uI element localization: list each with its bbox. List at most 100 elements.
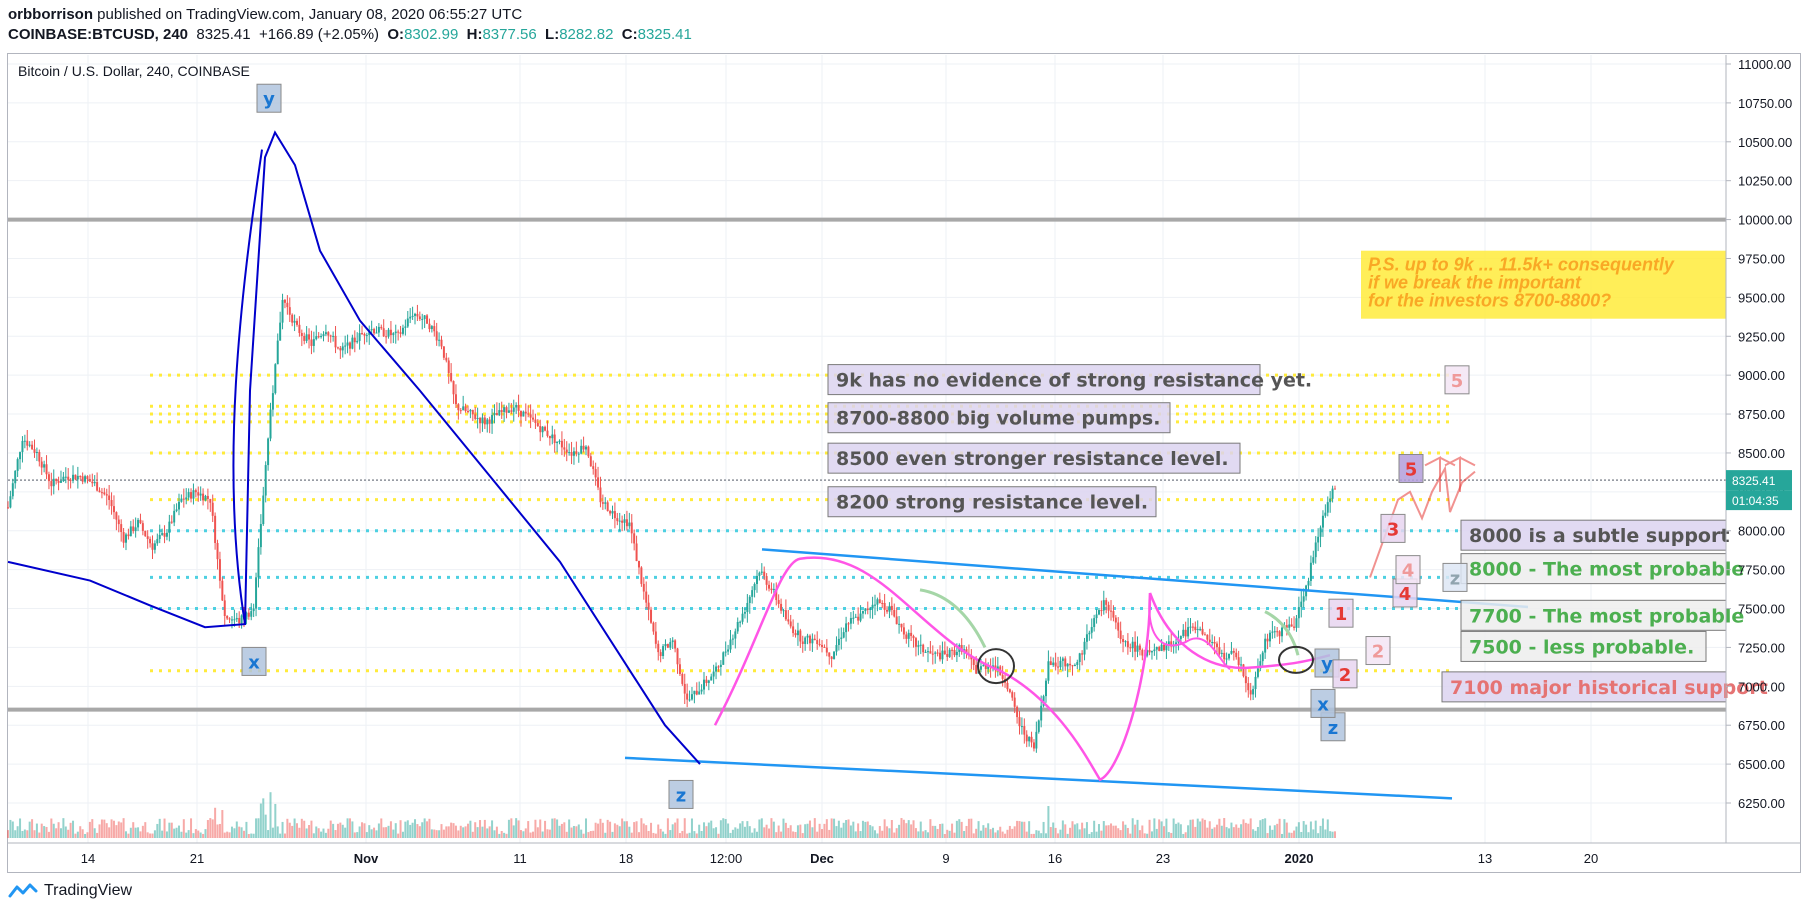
candle-body: [235, 617, 238, 620]
candle-body: [105, 494, 108, 496]
time-tick-label: 14: [81, 851, 95, 866]
candle-body: [861, 611, 864, 614]
volume-bar: [1211, 828, 1214, 838]
wave-curve-left: [232, 149, 263, 625]
volume-bar: [666, 818, 669, 838]
candle-body: [700, 689, 703, 692]
volume-bar: [587, 832, 590, 838]
volume-bar: [1285, 822, 1288, 838]
candle-body: [674, 640, 677, 649]
volume-bar: [137, 827, 140, 838]
wave-label: 5: [1451, 371, 1464, 392]
candle-body: [385, 336, 388, 338]
time-tick-label: 11: [513, 851, 527, 866]
author-name[interactable]: orbborrison: [8, 6, 93, 23]
candle-body: [296, 320, 298, 325]
candle-body: [308, 334, 311, 340]
candle-body: [1170, 641, 1173, 647]
annotation-text: 8200 strong resistance level.: [836, 492, 1148, 514]
volume-bar: [1158, 819, 1161, 838]
candle-body: [303, 336, 306, 341]
volume-bar: [804, 824, 807, 838]
volume-bar: [1150, 831, 1153, 838]
volume-bar: [271, 827, 274, 838]
volume-bar: [250, 833, 253, 838]
volume-bar: [1004, 833, 1007, 838]
volume-bar: [589, 831, 592, 838]
volume-bar: [233, 828, 236, 838]
wave-label-box: [1442, 562, 1468, 592]
candle-body: [645, 591, 648, 603]
candle-body: [864, 608, 867, 612]
candle-body: [1102, 600, 1105, 611]
volume-bar: [168, 822, 171, 838]
candle-body: [1254, 676, 1257, 690]
volume-bar: [628, 826, 631, 838]
candle-body: [813, 638, 816, 641]
candle-body: [676, 648, 679, 665]
candle-body: [825, 647, 828, 653]
volume-bar: [1331, 831, 1334, 838]
volume-bar: [170, 822, 173, 838]
chart-frame[interactable]: [7, 53, 1801, 873]
volume-bar: [339, 822, 342, 838]
volume-bar: [1288, 832, 1291, 838]
volume-bar: [799, 824, 802, 838]
volume-bar: [153, 830, 156, 838]
candle-body: [1163, 644, 1165, 651]
volume-bar: [654, 833, 657, 838]
candle-body: [1317, 536, 1320, 543]
candle-body: [1047, 661, 1050, 681]
volume-bar: [469, 820, 472, 838]
volume-bar: [1184, 832, 1187, 838]
candle-body: [934, 652, 937, 654]
candle-body: [597, 477, 600, 488]
volume-bar: [332, 823, 335, 838]
volume-bar: [640, 818, 643, 838]
candle-body: [748, 596, 751, 603]
volume-bar: [19, 818, 22, 838]
volume-bar: [975, 828, 978, 838]
volume-bar: [517, 820, 520, 838]
volume-bar: [796, 825, 799, 838]
volume-bar: [1059, 829, 1062, 838]
candle-body: [551, 434, 554, 439]
volume-bar: [209, 818, 212, 838]
candle-body: [833, 651, 836, 659]
volume-bar: [984, 827, 987, 838]
current-price-tag: [1726, 470, 1792, 491]
candle-body: [23, 440, 26, 442]
volume-bar: [917, 831, 920, 838]
volume-bar: [303, 820, 306, 838]
candle-body: [103, 492, 106, 495]
candle-body: [500, 410, 503, 413]
candle-body: [1071, 665, 1074, 667]
candle-body: [753, 584, 756, 591]
candle-body: [452, 381, 455, 395]
candle-body: [640, 567, 643, 584]
volume-bar: [255, 818, 258, 838]
close-value: 8325.41: [637, 26, 692, 43]
candle-body: [1295, 618, 1298, 628]
candle-body: [339, 348, 342, 351]
volume-bar: [625, 821, 628, 838]
candle-body: [440, 339, 443, 347]
candle-body: [180, 498, 183, 502]
candle-body: [818, 644, 821, 646]
horizontal-levels: [8, 217, 1726, 712]
volume-bar: [871, 826, 874, 838]
volume-bar: [1112, 825, 1115, 838]
volume-bar: [1220, 825, 1223, 838]
volume-bar: [955, 820, 958, 838]
volume-bar: [495, 826, 498, 838]
candle-body: [1114, 617, 1117, 623]
candle-body: [606, 502, 609, 512]
candle-body: [635, 543, 638, 562]
volume-bar: [890, 820, 893, 838]
candle-body: [7, 507, 9, 509]
candle-body: [828, 652, 831, 657]
candle-body: [141, 523, 144, 531]
volume-bar: [202, 833, 205, 838]
candle-body: [274, 364, 277, 394]
